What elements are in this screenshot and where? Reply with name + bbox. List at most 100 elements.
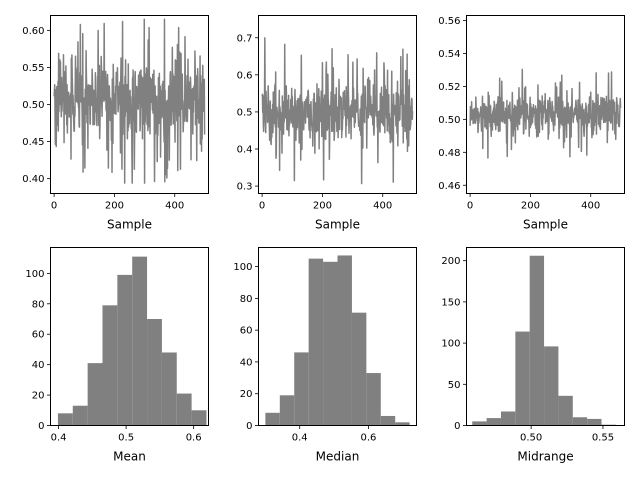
subplot-1: 0 200 400 0.40 0.45 0.50 0.55 0.60 Sample bbox=[22, 15, 209, 232]
plot-area bbox=[53, 18, 206, 184]
histogram-bar bbox=[57, 413, 73, 426]
x-tick-label: 0.6 bbox=[186, 433, 202, 444]
sample-series-line bbox=[261, 37, 414, 185]
histogram-bar bbox=[265, 412, 280, 426]
y-tick-label: 20 bbox=[240, 389, 253, 400]
y-tick-label: 200 bbox=[441, 256, 460, 267]
histogram-bar bbox=[500, 411, 516, 426]
y-tick-label: 0.46 bbox=[438, 181, 460, 192]
y-tick-label: 40 bbox=[32, 360, 45, 371]
y-tick-label: 40 bbox=[240, 357, 253, 368]
histogram-bar bbox=[87, 363, 103, 426]
subplot-2: 0 200 400 0.3 0.4 0.5 0.6 0.7 Sample bbox=[237, 15, 417, 232]
y-tick-label: 50 bbox=[448, 380, 461, 391]
histogram-bar bbox=[558, 395, 573, 426]
histogram-bar bbox=[486, 418, 501, 426]
y-tick-label: 0.52 bbox=[438, 82, 460, 93]
subplot-3: 0 200 400 0.46 0.48 0.50 0.52 0.54 0.56 Sample bbox=[438, 15, 625, 232]
y-tick-label: 0.45 bbox=[22, 137, 44, 148]
y-tick-label: 80 bbox=[240, 294, 253, 305]
y-tick-label: 20 bbox=[32, 391, 45, 402]
histogram-bar bbox=[72, 405, 88, 426]
x-tick-label: 0.4 bbox=[51, 433, 67, 444]
y-tick-label: 0.55 bbox=[22, 63, 44, 74]
x-axis-label: Sample bbox=[107, 218, 152, 232]
x-tick-label: 0.6 bbox=[360, 433, 376, 444]
x-tick-label: 0 bbox=[259, 201, 265, 212]
x-tick-label: 200 bbox=[521, 201, 540, 212]
y-tick-label: 0.3 bbox=[237, 182, 253, 193]
histogram-bar bbox=[337, 255, 352, 426]
subplot-4: 0.4 0.5 0.6 0 20 40 60 80 100 Mean bbox=[25, 247, 209, 464]
y-tick-label: 0.56 bbox=[438, 16, 460, 27]
histogram-bar bbox=[395, 422, 410, 426]
plot-area bbox=[261, 37, 414, 185]
plot-area bbox=[472, 255, 616, 426]
x-axis-label: Sample bbox=[315, 218, 360, 232]
axes-frame bbox=[50, 247, 209, 426]
y-tick-label: 0.50 bbox=[438, 115, 460, 126]
histogram-bar bbox=[161, 352, 177, 426]
x-tick-label: 0 bbox=[51, 201, 57, 212]
y-tick-label: 0.40 bbox=[22, 174, 44, 185]
histogram-bar bbox=[117, 274, 133, 426]
axes-frame bbox=[258, 15, 417, 194]
y-tick-label: 0 bbox=[38, 421, 44, 432]
y-tick-label: 0.48 bbox=[438, 148, 460, 159]
x-tick-label: 0 bbox=[467, 201, 473, 212]
histogram-bar bbox=[380, 415, 396, 426]
y-tick-label: 0.7 bbox=[237, 33, 253, 44]
x-tick-label: 200 bbox=[313, 201, 332, 212]
x-tick-label: 400 bbox=[581, 201, 600, 212]
y-tick-label: 0.54 bbox=[438, 49, 460, 60]
x-tick-label: 0.55 bbox=[592, 433, 614, 444]
histogram-bar bbox=[587, 418, 602, 426]
axes-frame bbox=[466, 15, 625, 194]
axes-frame bbox=[258, 247, 417, 426]
histogram-bar bbox=[176, 393, 192, 426]
histogram-bar bbox=[279, 395, 295, 426]
plot-area bbox=[265, 255, 410, 426]
x-tick-label: 400 bbox=[165, 201, 184, 212]
y-tick-label: 0.50 bbox=[22, 100, 44, 111]
histogram-bar bbox=[366, 373, 381, 426]
histogram-bar bbox=[191, 410, 207, 426]
x-axis-label: Sample bbox=[523, 218, 568, 232]
plot-area bbox=[57, 256, 207, 426]
histogram-bar bbox=[572, 417, 588, 426]
x-tick-label: 400 bbox=[373, 201, 392, 212]
y-tick-label: 0.5 bbox=[237, 107, 253, 118]
histogram-bar bbox=[515, 331, 530, 426]
histogram-bar bbox=[132, 256, 148, 426]
y-tick-label: 0.4 bbox=[237, 145, 253, 156]
x-tick-label: 0.50 bbox=[520, 433, 542, 444]
y-tick-label: 60 bbox=[240, 326, 253, 337]
sample-series-line bbox=[53, 18, 206, 184]
histogram-bar bbox=[472, 421, 487, 426]
y-tick-label: 80 bbox=[32, 299, 45, 310]
histogram-bar bbox=[544, 346, 559, 426]
y-tick-label: 100 bbox=[25, 269, 44, 280]
y-tick-label: 0.60 bbox=[22, 26, 44, 37]
y-tick-label: 0 bbox=[246, 421, 252, 432]
x-axis-label: Midrange bbox=[517, 450, 573, 464]
y-tick-label: 150 bbox=[441, 297, 460, 308]
x-axis-label: Mean bbox=[113, 450, 146, 464]
y-tick-label: 0.6 bbox=[237, 70, 253, 81]
x-tick-label: 0.4 bbox=[292, 433, 308, 444]
x-tick-label: 200 bbox=[105, 201, 124, 212]
histogram-bar bbox=[323, 261, 338, 426]
x-tick-label: 0.5 bbox=[118, 433, 134, 444]
histogram-bar bbox=[351, 312, 367, 426]
y-tick-label: 100 bbox=[233, 262, 252, 273]
y-tick-label: 60 bbox=[32, 330, 45, 341]
y-tick-label: 100 bbox=[441, 339, 460, 350]
axes-frame bbox=[466, 247, 625, 426]
subplot-6: 0.50 0.55 0 50 100 150 200 Midrange bbox=[441, 247, 625, 464]
histogram-bar bbox=[147, 319, 162, 426]
plot-area bbox=[469, 68, 622, 159]
x-axis-label: Median bbox=[316, 450, 360, 464]
histogram-bar bbox=[294, 352, 309, 426]
y-tick-label: 0 bbox=[454, 421, 460, 432]
